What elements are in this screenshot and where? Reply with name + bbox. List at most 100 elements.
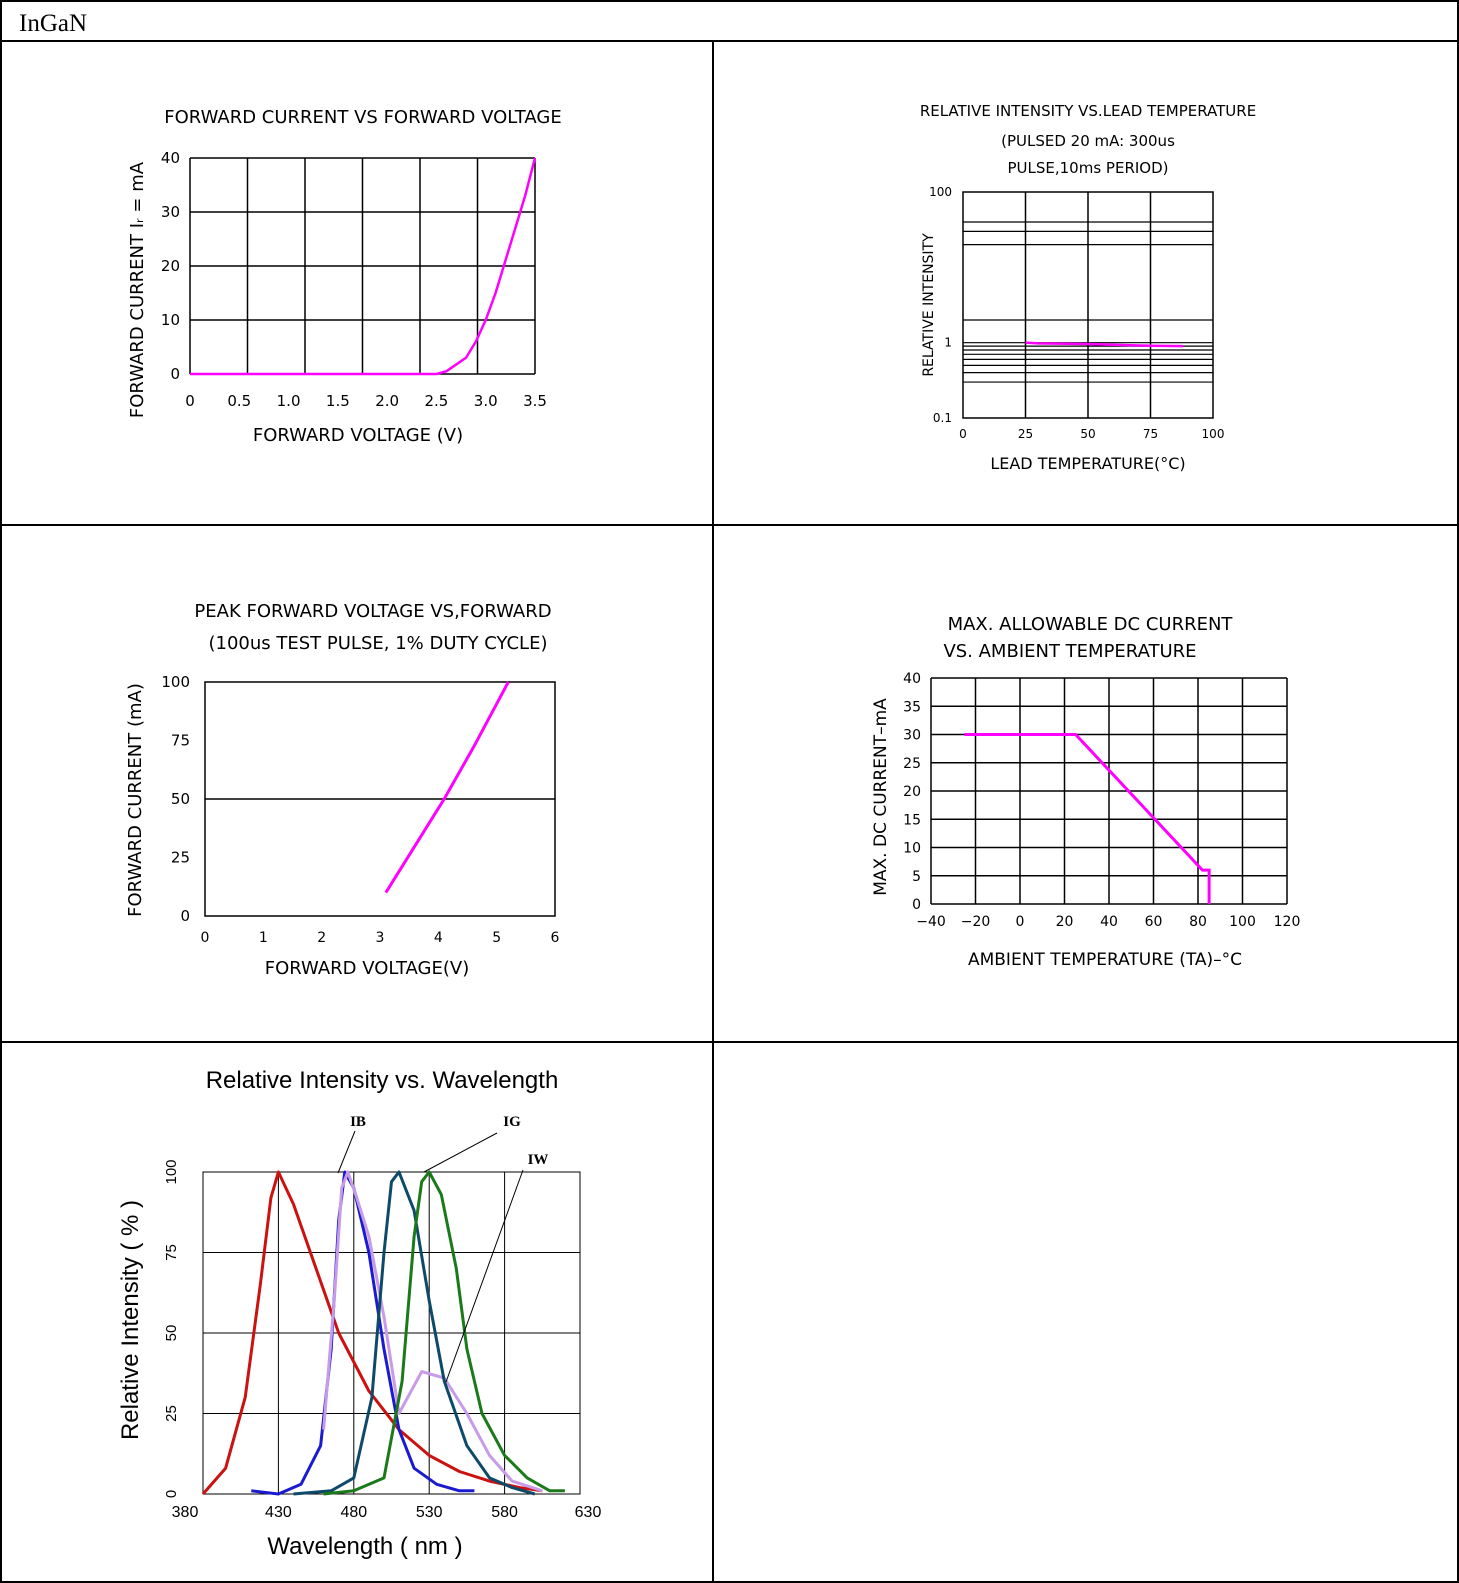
chart4-y-tick: 40	[903, 671, 921, 687]
chart5-ylabel: Relative Intensity ( % )	[117, 1200, 144, 1440]
chart4-ylabel: MAX. DC CURRENT–mA	[871, 698, 891, 896]
chart3-ylabel: FORWARD CURRENT (mA)	[125, 683, 146, 917]
chart4-y-tick: 35	[903, 699, 921, 715]
chart1-y-tick: 40	[161, 149, 180, 167]
chart4-x-tick: 100	[1229, 914, 1256, 930]
chart3-x-tick: 5	[492, 930, 501, 946]
chart5-x-tick: 630	[575, 1504, 602, 1521]
chart2-x-tick: 0	[959, 427, 967, 441]
chart2-y-tick: 100	[929, 185, 952, 199]
chart3-y-tick: 100	[161, 673, 190, 691]
chart5-y-tick: 50	[163, 1325, 180, 1342]
chart4-x-tick: −20	[961, 914, 991, 930]
chart5-iw-leader	[445, 1169, 524, 1383]
chart3-x-tick: 0	[201, 930, 210, 946]
chart5-xlabel: Wavelength ( nm )	[267, 1533, 462, 1560]
chart3-x-tick: 3	[376, 930, 385, 946]
chart4-y-tick: 5	[912, 869, 921, 885]
chart1-y-tick: 0	[170, 365, 180, 383]
chart4-y-tick: 30	[903, 728, 921, 744]
chart4-x-tick: 0	[1016, 914, 1025, 930]
chart1-x-tick: 1.0	[277, 392, 301, 410]
chart4-title-1: MAX. ALLOWABLE DC CURRENT	[948, 614, 1234, 635]
chart1-x-tick: 1.5	[326, 392, 350, 410]
chart3-y-tick: 25	[171, 849, 190, 867]
chart5-ib-leader	[337, 1130, 356, 1174]
chart4-y-tick: 25	[903, 756, 921, 772]
header-title: InGaN	[19, 10, 88, 37]
chart5-x-tick: 530	[416, 1504, 443, 1521]
chart2-curve	[1025, 341, 1184, 348]
chart4-x-tick: 120	[1274, 914, 1301, 930]
chart1-y-tick: 10	[161, 311, 180, 329]
chart5-curve-green	[323, 1170, 565, 1496]
chart1-curve	[190, 157, 537, 376]
chart2-xlabel: LEAD TEMPERATURE(°C)	[990, 454, 1185, 473]
chart5-annotation-iw: IW	[528, 1152, 549, 1168]
chart1-x-tick: 3.0	[474, 392, 498, 410]
chart5-annotation-ig: IG	[503, 1114, 521, 1130]
chart5-annotation-ib: IB	[350, 1114, 366, 1130]
chart3-x-tick: 4	[434, 930, 443, 946]
chart1-ylabel: FORWARD CURRENT Iᵣ = mA	[127, 161, 148, 418]
chart3-y-tick: 75	[171, 732, 190, 750]
chart5-curve-lavender	[322, 1170, 543, 1493]
chart3-x-tick: 1	[259, 930, 268, 946]
chart4-y-tick: 10	[903, 841, 921, 857]
chart5-curve-teal	[293, 1170, 536, 1496]
chart5-y-tick: 75	[163, 1244, 180, 1261]
header: InGaN	[2, 2, 1457, 42]
chart4-x-tick: 20	[1056, 914, 1074, 930]
chart4-curve	[964, 733, 1211, 904]
chart4-title-2: VS. AMBIENT TEMPERATURE	[943, 641, 1196, 662]
chart1-x-tick: 2.5	[424, 392, 448, 410]
chart5-ig-leader	[423, 1132, 498, 1173]
chart2-subtitle-1: (PULSED 20 mA: 300us	[1001, 132, 1175, 150]
chart4-y-tick: 0	[912, 897, 921, 913]
chart3-x-tick: 6	[551, 930, 560, 946]
chart2-title: RELATIVE INTENSITY VS.LEAD TEMPERATURE	[920, 102, 1256, 120]
chart2-x-tick: 25	[1018, 427, 1033, 441]
chart1-title: FORWARD CURRENT VS FORWARD VOLTAGE	[164, 107, 561, 128]
chart5-x-tick: 430	[265, 1504, 292, 1521]
chart5-y-tick: 25	[163, 1405, 180, 1422]
chart1-x-tick: 0	[185, 392, 195, 410]
chart3-y-tick: 50	[171, 790, 190, 808]
chart4-x-tick: −40	[916, 914, 946, 930]
chart5-y-tick: 100	[163, 1159, 180, 1184]
chart1-y-tick: 20	[161, 257, 180, 275]
chart5-y-tick: 0	[163, 1490, 180, 1498]
chart2-ylabel: RELATIVE INTENSITY	[921, 233, 937, 377]
chart5-title: Relative Intensity vs. Wavelength	[206, 1067, 559, 1094]
chart2-x-tick: 75	[1143, 427, 1158, 441]
chart4-x-tick: 40	[1100, 914, 1118, 930]
chart1-x-tick: 2.0	[375, 392, 399, 410]
chart3-x-tick: 2	[317, 930, 326, 946]
chart3-curve	[384, 681, 510, 894]
chart4-xlabel: AMBIENT TEMPERATURE (TA)–°C	[968, 950, 1242, 970]
chart5-x-tick: 480	[340, 1504, 367, 1521]
chart1-x-tick: 0.5	[227, 392, 251, 410]
chart5-curve-red	[201, 1170, 543, 1495]
chart1-y-tick: 30	[161, 203, 180, 221]
chart4-x-tick: 60	[1145, 914, 1163, 930]
chart3-xlabel: FORWARD VOLTAGE(V)	[265, 958, 470, 979]
chart4-y-tick: 15	[903, 812, 921, 828]
chart1-xlabel: FORWARD VOLTAGE (V)	[253, 425, 463, 446]
chart2-y-tick: 1	[944, 336, 952, 350]
chart3-subtitle: (100us TEST PULSE, 1% DUTY CYCLE)	[209, 633, 548, 654]
chart3-title: PEAK FORWARD VOLTAGE VS,FORWARD	[194, 601, 551, 622]
chart2-x-tick: 100	[1202, 427, 1225, 441]
chart5-x-tick: 580	[491, 1504, 518, 1521]
chart2-y-tick: 0.1	[933, 411, 952, 425]
chart4-x-tick: 80	[1189, 914, 1207, 930]
chart2-x-tick: 50	[1080, 427, 1095, 441]
chart2-subtitle-2: PULSE,10ms PERIOD)	[1007, 159, 1168, 177]
chart3-y-tick: 0	[180, 907, 190, 925]
chart5-x-tick: 380	[172, 1504, 199, 1521]
chart1-x-tick: 3.5	[523, 392, 547, 410]
